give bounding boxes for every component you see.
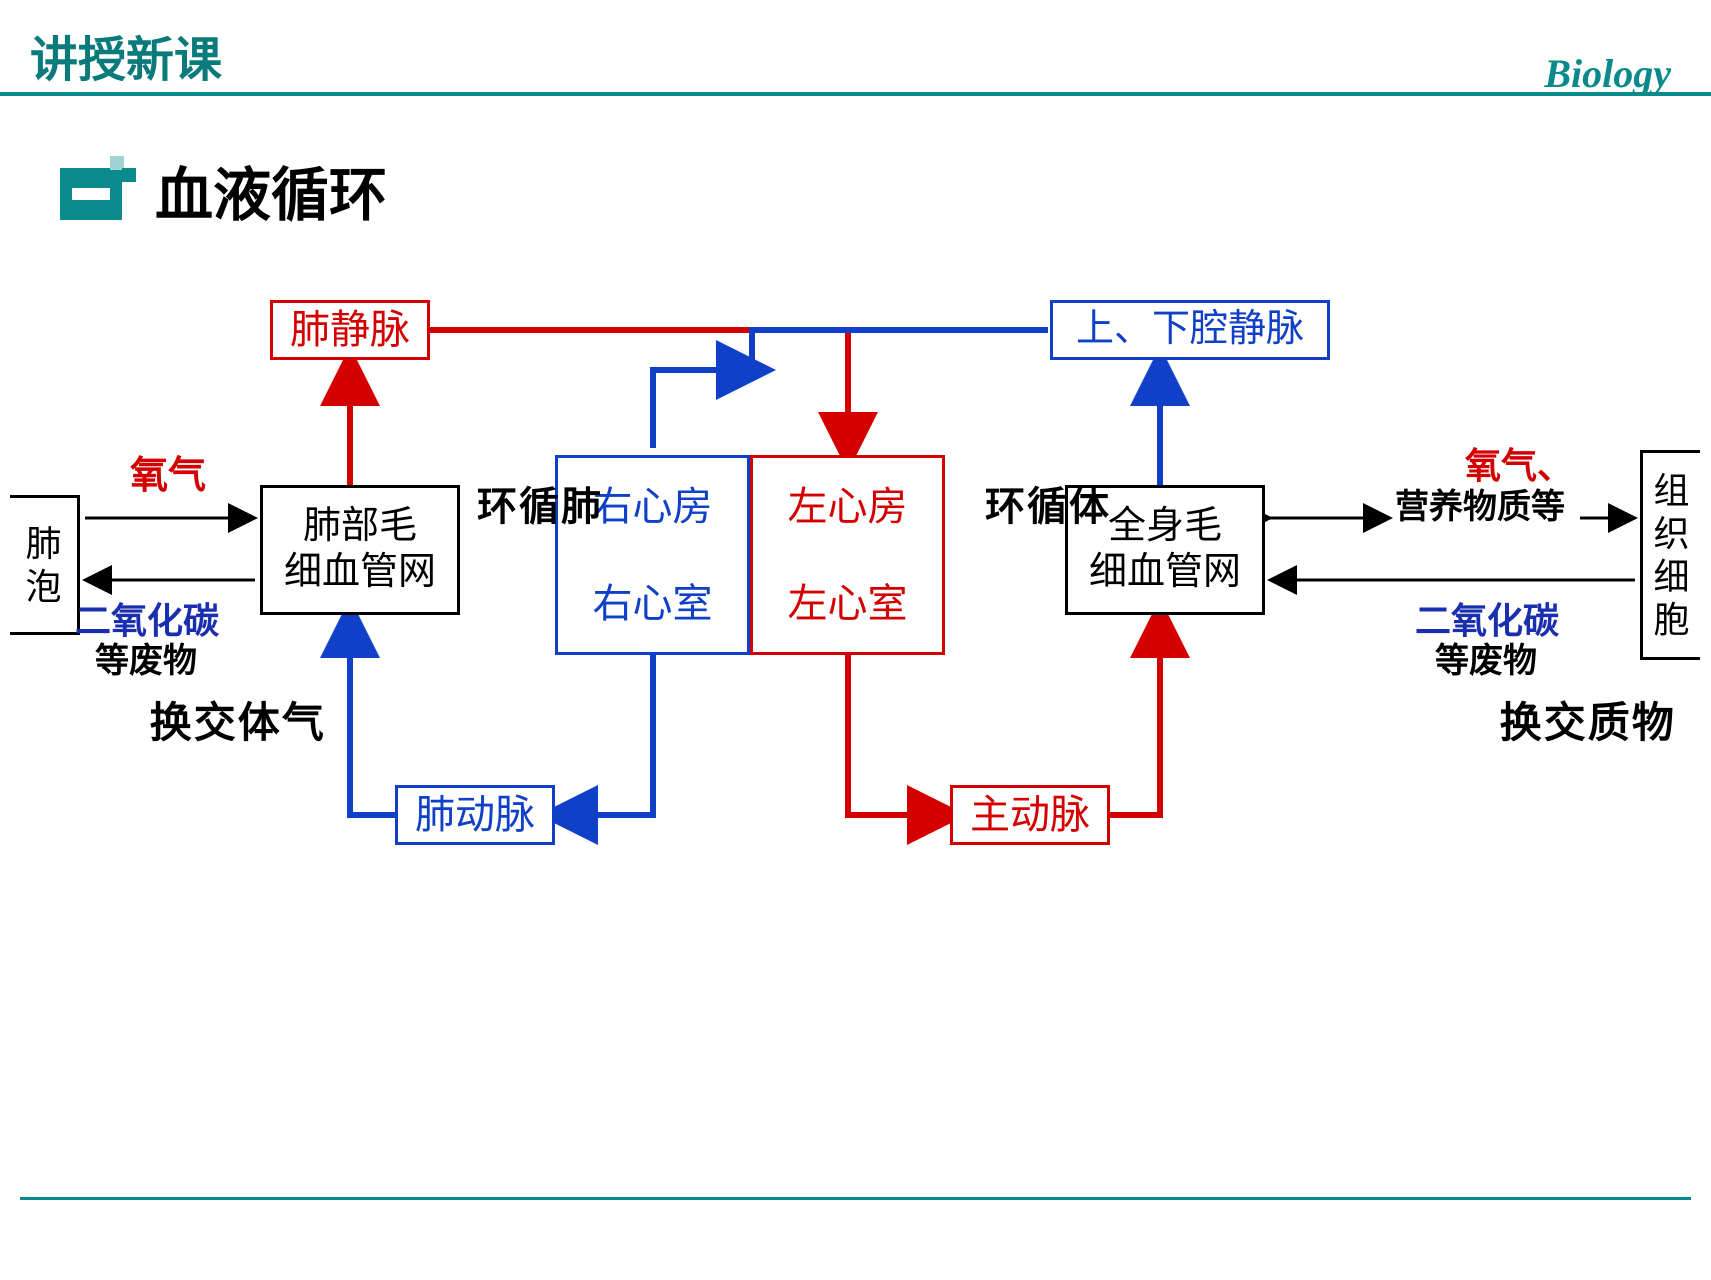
label-gas_ex: 气 体 交 换 xyxy=(145,700,321,744)
node-pul_vein: 肺静脉 xyxy=(270,300,430,360)
header-divider xyxy=(0,92,1711,96)
label-mat_ex: 物 质 交 换 xyxy=(1495,700,1671,744)
label-o2_left: 氧气 xyxy=(130,455,206,499)
label-pul_circ: 肺 循 环 xyxy=(472,485,598,527)
node-tissue: 组 织 细 胞 xyxy=(1640,450,1700,660)
label-co2_right_2: 等废物 xyxy=(1435,642,1537,681)
label-o2_right_2: 营养物质等 xyxy=(1395,488,1565,527)
blood-circulation-diagram: 肺 泡肺部毛 细血管网肺静脉肺动脉右心房右心室左心房左心室主动脉上、下腔静脉全身… xyxy=(0,260,1711,1020)
node-alveoli: 肺 泡 xyxy=(10,495,80,635)
node-la: 左心房 xyxy=(750,455,945,555)
node-aorta: 主动脉 xyxy=(950,785,1110,845)
label-o2_right_1: 氧气、 xyxy=(1465,445,1573,486)
label-sys_circ: 体 循 环 xyxy=(980,485,1106,527)
lesson-header: 讲授新课 xyxy=(30,20,222,90)
subject-label: Biology xyxy=(1544,50,1671,97)
node-lv: 左心室 xyxy=(750,555,945,655)
node-vena: 上、下腔静脉 xyxy=(1050,300,1330,360)
node-rv: 右心室 xyxy=(555,555,750,655)
node-pul_art: 肺动脉 xyxy=(395,785,555,845)
label-co2_left_2: 等废物 xyxy=(95,642,197,681)
section-title: 血液循环 xyxy=(155,148,387,232)
label-co2_left_1: 二氧化碳 xyxy=(75,600,219,641)
footer-divider xyxy=(20,1197,1691,1200)
section-icon xyxy=(60,150,140,220)
label-co2_right_1: 二氧化碳 xyxy=(1415,600,1559,641)
node-lung_cap: 肺部毛 细血管网 xyxy=(260,485,460,615)
